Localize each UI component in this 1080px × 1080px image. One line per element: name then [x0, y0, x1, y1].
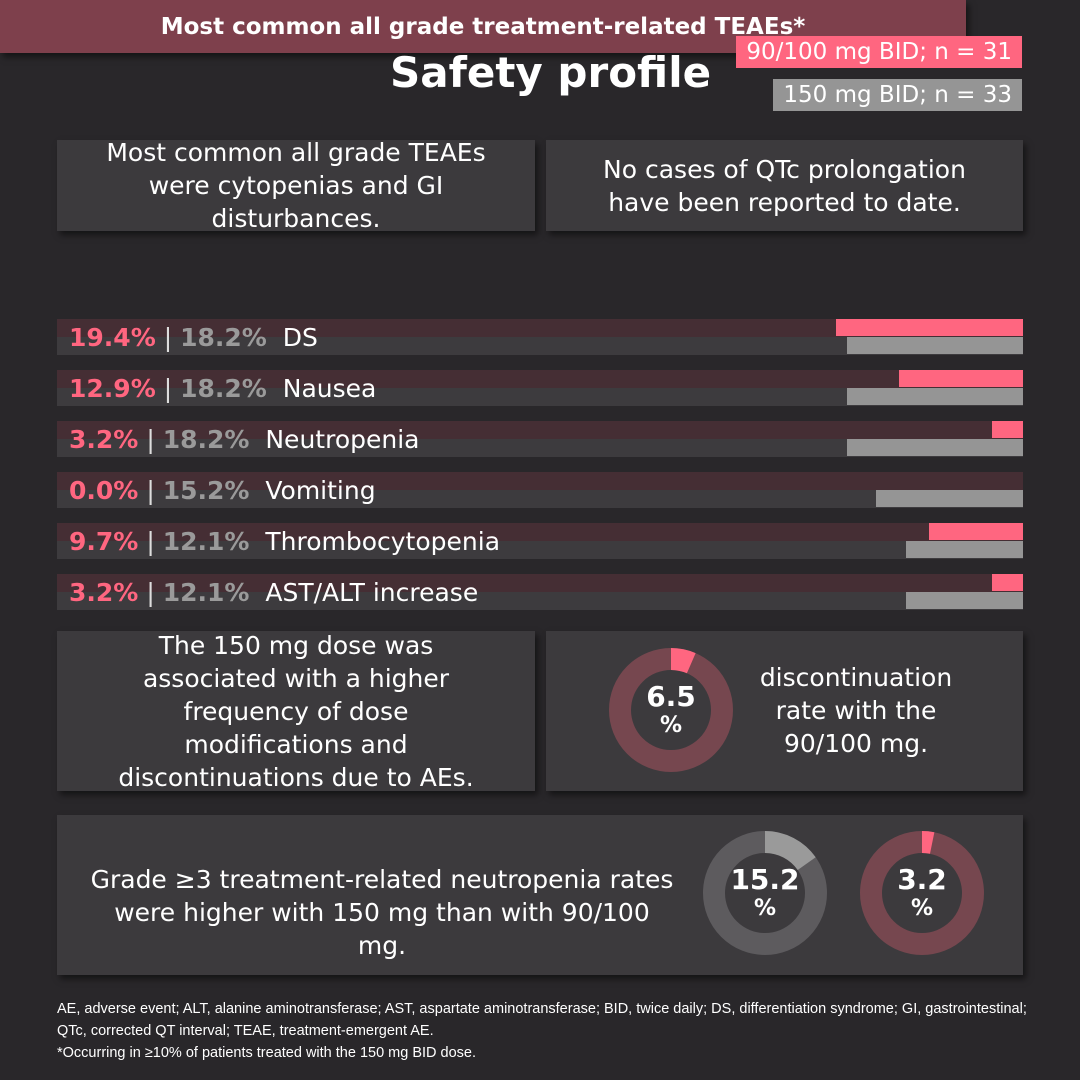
- donut-segment: [703, 831, 827, 955]
- unit: %: [224, 527, 250, 556]
- value-90-100mg: 19.4: [69, 323, 131, 352]
- bar-90-100mg: [898, 370, 1023, 387]
- donut-unit: %: [910, 896, 934, 921]
- value-90-100mg: 9.7: [69, 527, 114, 556]
- bar-row: 3.2% | 18.2% Neutropenia: [57, 421, 1023, 457]
- legend-90-100mg: 90/100 mg BID; n = 31: [736, 36, 1022, 68]
- bar-90-100mg: [835, 319, 1023, 336]
- category-label: Neutropenia: [265, 425, 420, 454]
- teae-summary-box: Most common all grade TEAEs were cytopen…: [57, 138, 535, 233]
- category-label: DS: [282, 323, 318, 352]
- bar-label: 19.4% | 18.2% DS: [69, 321, 318, 355]
- separator: |: [163, 374, 173, 403]
- value-150mg: 18.2: [180, 323, 242, 352]
- unit: %: [224, 476, 250, 505]
- discontinuation-donut: 6.5 %: [606, 645, 736, 775]
- bar-row: 0.0% | 15.2% Vomiting: [57, 472, 1023, 508]
- qtc-summary-box: No cases of QTc prolongation have been r…: [546, 140, 1023, 231]
- donut-value: 3.2: [897, 863, 947, 896]
- chart-header: Most common all grade treatment-related …: [0, 0, 966, 53]
- bar-label: 3.2% | 18.2% Neutropenia: [69, 423, 419, 457]
- value-150mg: 15.2: [162, 476, 225, 505]
- value-150mg: 18.2: [180, 374, 242, 403]
- bar-track-150: [57, 337, 1023, 355]
- unit: %: [113, 425, 139, 454]
- value-90-100mg: 12.9: [69, 374, 131, 403]
- page-title: Safety profile: [390, 48, 712, 97]
- neutropenia-box: Grade ≥3 treatment-related neutropenia r…: [57, 815, 1023, 975]
- category-label: Thrombocytopenia: [265, 527, 501, 556]
- separator: |: [146, 578, 155, 607]
- neutropenia-donut-90-100mg: 3.2 %: [857, 828, 987, 958]
- bar-label: 12.9% | 18.2% Nausea: [69, 372, 376, 406]
- bar-90-100mg: [992, 574, 1023, 591]
- dose-modification-box: The 150 mg dose was associated with a hi…: [57, 631, 535, 792]
- neutropenia-text: Grade ≥3 treatment-related neutropenia r…: [90, 865, 674, 960]
- separator: |: [146, 527, 155, 556]
- unit: %: [224, 425, 250, 454]
- category-label: AST/ALT increase: [265, 578, 479, 607]
- bar-row: 19.4% | 18.2% DS: [57, 319, 1023, 355]
- bar-label: 3.2% | 12.1% AST/ALT increase: [69, 576, 478, 610]
- separator: |: [163, 323, 173, 352]
- bar-90-100mg: [992, 421, 1023, 438]
- bar-track-90-100: [57, 370, 1023, 388]
- donut-segment: [609, 648, 733, 772]
- bar-90-100mg: [929, 523, 1023, 540]
- bar-track-150: [57, 541, 1023, 559]
- unit: %: [113, 476, 139, 505]
- bar-track-90-100: [57, 319, 1023, 337]
- footnote-abbreviations: AE, adverse event; ALT, alanine aminotra…: [57, 1001, 1027, 1039]
- legend-150mg: 150 mg BID; n = 33: [773, 79, 1022, 111]
- unit: %: [130, 323, 156, 352]
- footnote-asterisk: *Occurring in ≥10% of patients treated w…: [57, 1045, 477, 1061]
- bar-150mg: [847, 337, 1023, 354]
- discontinuation-text: discontinuation rate with the 90/100 mg.: [759, 663, 953, 758]
- unit: %: [224, 578, 250, 607]
- value-150mg: 12.1: [162, 578, 225, 607]
- bar-label: 0.0% | 15.2% Vomiting: [69, 474, 376, 508]
- bar-150mg: [906, 592, 1023, 609]
- donut-unit: %: [659, 713, 683, 738]
- bar-row: 3.2% | 12.1% AST/ALT increase: [57, 574, 1023, 610]
- donut-value: 6.5: [646, 680, 696, 713]
- unit: %: [130, 374, 156, 403]
- footnotes: AE, adverse event; ALT, alanine aminotra…: [57, 998, 1037, 1064]
- bar-row: 9.7% | 12.1% Thrombocytopenia: [57, 523, 1023, 559]
- unit: %: [113, 578, 139, 607]
- category-label: Nausea: [282, 374, 377, 403]
- unit: %: [241, 374, 267, 403]
- separator: |: [146, 476, 155, 505]
- donut-value: 15.2: [730, 863, 800, 896]
- value-150mg: 12.1: [162, 527, 225, 556]
- value-90-100mg: 3.2: [69, 425, 114, 454]
- unit: %: [241, 323, 267, 352]
- bar-150mg: [847, 388, 1023, 405]
- value-90-100mg: 3.2: [69, 578, 114, 607]
- bar-track-90-100: [57, 574, 1023, 592]
- bar-label: 9.7% | 12.1% Thrombocytopenia: [69, 525, 500, 559]
- bar-150mg: [847, 439, 1023, 456]
- value-150mg: 18.2: [162, 425, 225, 454]
- bar-track-150: [57, 439, 1023, 457]
- bar-150mg: [906, 541, 1023, 558]
- separator: |: [146, 425, 155, 454]
- discontinuation-box: 6.5 % discontinuation rate with the 90/1…: [546, 631, 1023, 791]
- bar-track-90-100: [57, 523, 1023, 541]
- bar-row: 12.9% | 18.2% Nausea: [57, 370, 1023, 406]
- category-label: Vomiting: [265, 476, 376, 505]
- bar-track-90-100: [57, 472, 1023, 490]
- bar-track-150: [57, 592, 1023, 610]
- neutropenia-donut-150mg: 15.2 %: [700, 828, 830, 958]
- donut-segment: [860, 831, 984, 955]
- donut-unit: %: [753, 896, 777, 921]
- bar-150mg: [876, 490, 1023, 507]
- bar-track-150: [57, 490, 1023, 508]
- value-90-100mg: 0.0: [69, 476, 114, 505]
- unit: %: [113, 527, 139, 556]
- bar-track-150: [57, 388, 1023, 406]
- bar-track-90-100: [57, 421, 1023, 439]
